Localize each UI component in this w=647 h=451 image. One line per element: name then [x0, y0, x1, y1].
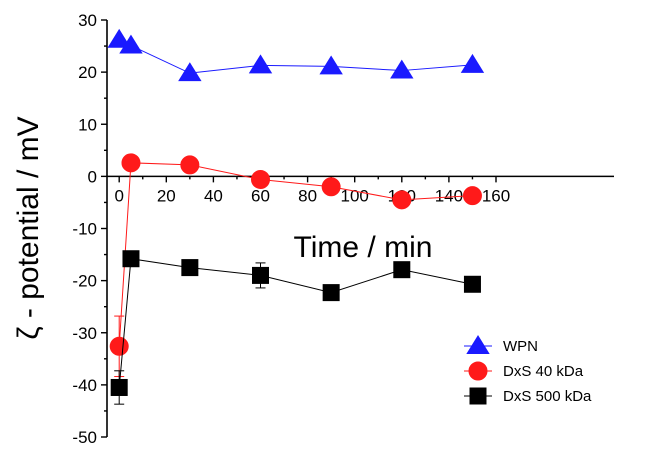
legend: WPN DxS 40 kDa DxS 500 kDa — [464, 335, 592, 405]
data-point — [393, 261, 411, 279]
x-tick-label: 40 — [204, 186, 223, 205]
y-tick-label: -30 — [72, 324, 97, 343]
x-tick-label: 20 — [157, 186, 176, 205]
x-tick-label: 60 — [251, 186, 270, 205]
series-dxs-40-kda — [109, 153, 482, 378]
axes: -50-40-30-20-100102030020406080100120140… — [72, 11, 614, 447]
y-tick-label: -10 — [72, 220, 97, 239]
legend-entry: DxS 40 kDa — [464, 361, 584, 381]
series-line — [118, 39, 473, 74]
series-wpn — [107, 28, 485, 82]
legend-marker — [469, 387, 487, 405]
data-point — [321, 177, 341, 197]
data-point — [180, 155, 200, 175]
legend-entry: DxS 500 kDa — [464, 387, 592, 405]
legend-label: DxS 500 kDa — [503, 388, 592, 405]
data-point — [119, 34, 143, 54]
legend-marker — [466, 335, 490, 354]
series-line — [118, 258, 473, 388]
x-tick-label: 0 — [114, 186, 123, 205]
data-point — [462, 186, 482, 206]
data-point — [121, 153, 141, 173]
data-point — [178, 62, 202, 82]
data-point — [110, 378, 128, 396]
legend-label: WPN — [503, 338, 538, 355]
x-tick-label: 140 — [435, 186, 463, 205]
data-point — [322, 284, 340, 302]
data-point — [460, 53, 485, 73]
data-point — [107, 28, 131, 48]
series-layer — [107, 28, 485, 405]
data-point — [390, 59, 414, 79]
y-tick-label: -50 — [72, 428, 97, 447]
legend-label: DxS 40 kDa — [503, 363, 584, 380]
data-point — [392, 190, 412, 210]
y-axis-title: ζ - potential / mV — [12, 116, 45, 339]
y-tick-label: 20 — [78, 63, 97, 82]
y-tick-label: 30 — [78, 11, 97, 30]
legend-entry: WPN — [464, 335, 538, 355]
x-tick-label: 100 — [341, 186, 369, 205]
data-point — [109, 336, 129, 356]
legend-marker — [468, 361, 488, 381]
y-tick-label: -20 — [72, 272, 97, 291]
series-dxs-500-kda — [110, 250, 481, 405]
data-point — [251, 170, 270, 190]
data-point — [252, 266, 269, 284]
x-tick-label: 80 — [298, 186, 317, 205]
data-point — [122, 250, 140, 268]
data-point — [248, 54, 273, 74]
y-tick-label: 10 — [78, 115, 97, 134]
x-tick-label: 160 — [482, 186, 510, 205]
data-point — [181, 259, 199, 277]
y-tick-label: 0 — [88, 167, 97, 186]
data-point — [319, 55, 343, 75]
y-tick-label: -40 — [72, 376, 97, 395]
x-axis-title: Time / min — [294, 231, 433, 264]
data-point — [463, 275, 481, 293]
